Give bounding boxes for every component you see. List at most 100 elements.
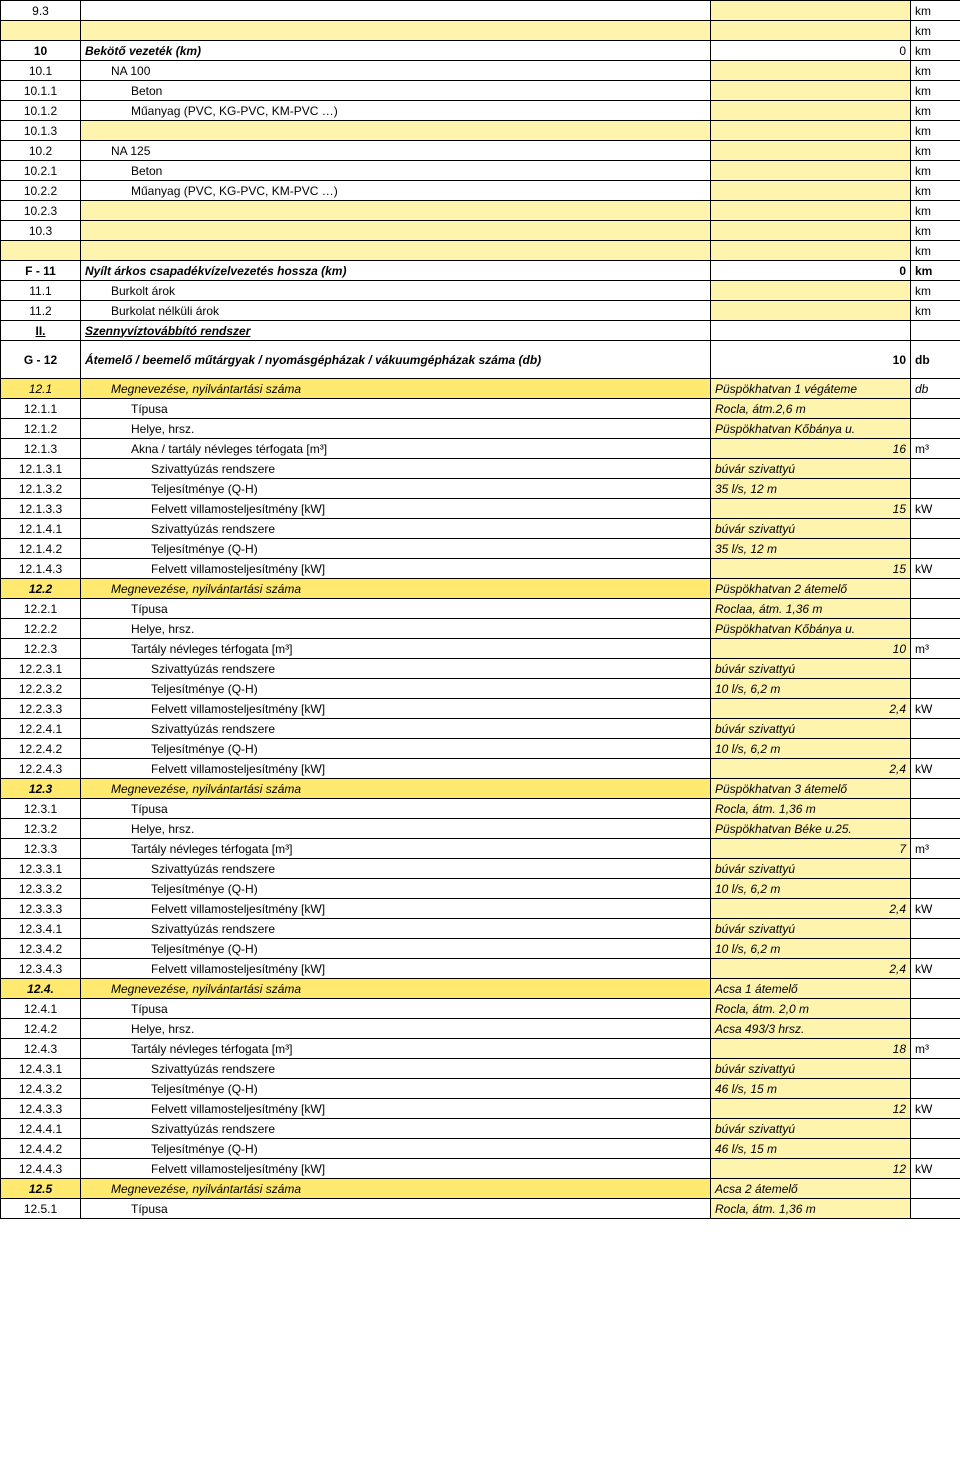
row-label: Bekötő vezeték (km): [81, 41, 711, 61]
row-label: Típusa: [81, 1199, 711, 1219]
table-row: 10.1.3 km: [1, 121, 960, 141]
row-value: 10: [711, 639, 911, 659]
row-label: Teljesítménye (Q-H): [81, 479, 711, 499]
table-row: 12.1.3.3Felvett villamosteljesítmény [kW…: [1, 499, 960, 519]
row-label: Megnevezése, nyilvántartási száma: [81, 779, 711, 799]
row-label: Típusa: [81, 399, 711, 419]
row-label: Szivattyúzás rendszere: [81, 519, 711, 539]
row-value: 10 l/s, 6,2 m: [711, 879, 911, 899]
row-code: 10.1.1: [1, 81, 81, 101]
row-value: 10: [711, 341, 911, 379]
row-value: 18: [711, 1039, 911, 1059]
row-value: 2,4: [711, 899, 911, 919]
row-label: Teljesítménye (Q-H): [81, 879, 711, 899]
row-label: Felvett villamosteljesítmény [kW]: [81, 559, 711, 579]
row-value: 10 l/s, 6,2 m: [711, 739, 911, 759]
row-label: Megnevezése, nyilvántartási száma: [81, 379, 711, 399]
table-row: 12.2.3.1Szivattyúzás rendszerebúvár sziv…: [1, 659, 960, 679]
table-row: 11.1Burkolt árokkm: [1, 281, 960, 301]
table-row: 10.2.1Betonkm: [1, 161, 960, 181]
row-code: 12.3.3: [1, 839, 81, 859]
row-unit: [911, 459, 960, 479]
table-row: 12.4.4.1Szivattyúzás rendszerebúvár sziv…: [1, 1119, 960, 1139]
row-label: Teljesítménye (Q-H): [81, 1079, 711, 1099]
row-unit: km: [911, 301, 960, 321]
row-unit: [911, 999, 960, 1019]
table-row: 12.3.4.2Teljesítménye (Q-H)10 l/s, 6,2 m: [1, 939, 960, 959]
row-label: Felvett villamosteljesítmény [kW]: [81, 759, 711, 779]
row-label: Szivattyúzás rendszere: [81, 1119, 711, 1139]
row-value: búvár szivattyú: [711, 919, 911, 939]
table-row: 12.4.3.2Teljesítménye (Q-H)46 l/s, 15 m: [1, 1079, 960, 1099]
row-label: Burkolt árok: [81, 281, 711, 301]
row-unit: km: [911, 121, 960, 141]
row-code: 12.4.1: [1, 999, 81, 1019]
table-row: 12.2.3Tartály névleges térfogata [m³]10m…: [1, 639, 960, 659]
row-unit: kW: [911, 699, 960, 719]
row-code: 12.4.3.1: [1, 1059, 81, 1079]
row-unit: kW: [911, 899, 960, 919]
row-label: [81, 1, 711, 21]
row-code: 12.4.3: [1, 1039, 81, 1059]
row-label: Felvett villamosteljesítmény [kW]: [81, 499, 711, 519]
table-row: 12.4.4.2Teljesítménye (Q-H)46 l/s, 15 m: [1, 1139, 960, 1159]
row-value: 7: [711, 839, 911, 859]
row-code: 10.3: [1, 221, 81, 241]
row-value: 46 l/s, 15 m: [711, 1079, 911, 1099]
row-value: [711, 1, 911, 21]
row-label: Helye, hrsz.: [81, 1019, 711, 1039]
row-code: II.: [1, 321, 81, 341]
row-code: 12.2.2: [1, 619, 81, 639]
table-row: 12.3.4.1Szivattyúzás rendszerebúvár sziv…: [1, 919, 960, 939]
row-code: 12.5.1: [1, 1199, 81, 1219]
table-row: 12.1.3.1Szivattyúzás rendszerebúvár sziv…: [1, 459, 960, 479]
table-row: 12.4.2Helye, hrsz.Acsa 493/3 hrsz.: [1, 1019, 960, 1039]
row-code: 11.2: [1, 301, 81, 321]
row-unit: km: [911, 161, 960, 181]
row-unit: [911, 579, 960, 599]
row-code: 12.1.3: [1, 439, 81, 459]
row-code: 12.1.1: [1, 399, 81, 419]
row-value: Püspökhatvan Béke u.25.: [711, 819, 911, 839]
row-unit: [911, 659, 960, 679]
row-unit: [911, 719, 960, 739]
row-value: 0: [711, 41, 911, 61]
row-unit: [911, 599, 960, 619]
row-label: [81, 121, 711, 141]
table-row: 12.4.3.1Szivattyúzás rendszerebúvár sziv…: [1, 1059, 960, 1079]
row-value: Püspökhatvan 1 végáteme: [711, 379, 911, 399]
row-label: [81, 241, 711, 261]
row-unit: km: [911, 201, 960, 221]
row-value: 12: [711, 1099, 911, 1119]
row-value: [711, 61, 911, 81]
table-row: 12.4.1TípusaRocla, átm. 2,0 m: [1, 999, 960, 1019]
row-unit: db: [911, 341, 960, 379]
row-unit: db: [911, 379, 960, 399]
row-code: 12.3.3.1: [1, 859, 81, 879]
table-row: 10.2.3km: [1, 201, 960, 221]
row-unit: km: [911, 1, 960, 21]
row-label: Felvett villamosteljesítmény [kW]: [81, 959, 711, 979]
row-label: Megnevezése, nyilvántartási száma: [81, 979, 711, 999]
row-unit: [911, 739, 960, 759]
row-code: 12.1.3.3: [1, 499, 81, 519]
row-label: Teljesítménye (Q-H): [81, 1139, 711, 1159]
row-code: 12.4.2: [1, 1019, 81, 1039]
row-unit: [911, 399, 960, 419]
row-label: NA 100: [81, 61, 711, 81]
row-value: 15: [711, 499, 911, 519]
row-label: [81, 201, 711, 221]
row-code: 10.1.3: [1, 121, 81, 141]
row-unit: [911, 879, 960, 899]
row-unit: [911, 799, 960, 819]
table-row: 12.3.3.2Teljesítménye (Q-H)10 l/s, 6,2 m: [1, 879, 960, 899]
row-unit: [911, 819, 960, 839]
row-label: Burkolat nélküli árok: [81, 301, 711, 321]
row-label: Tartály névleges térfogata [m³]: [81, 639, 711, 659]
table-row: 12.4.3Tartály névleges térfogata [m³]18m…: [1, 1039, 960, 1059]
row-value: [711, 21, 911, 41]
table-row: 12.2.4.1Szivattyúzás rendszerebúvár sziv…: [1, 719, 960, 739]
row-code: 10.2.2: [1, 181, 81, 201]
row-code: 12.2.4.3: [1, 759, 81, 779]
row-code: 12.4.4.2: [1, 1139, 81, 1159]
